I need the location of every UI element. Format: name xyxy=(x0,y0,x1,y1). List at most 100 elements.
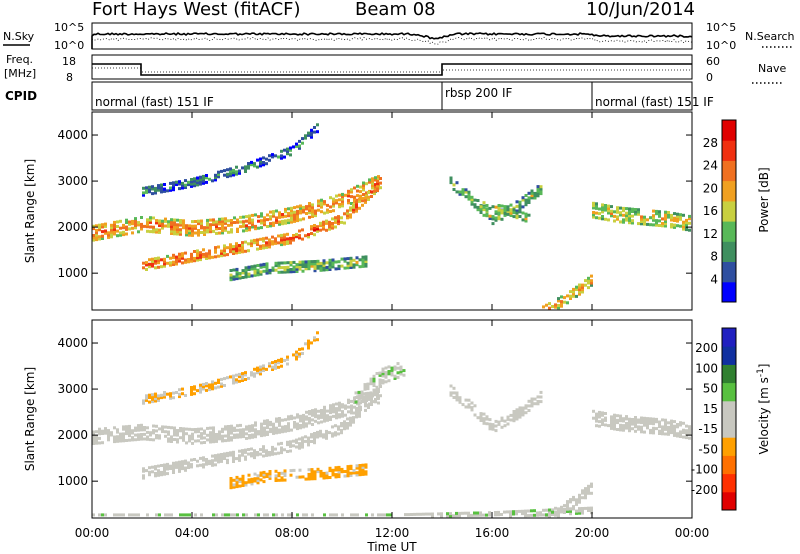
heatmap-cell xyxy=(482,213,486,217)
heatmap-cell xyxy=(113,225,116,229)
heatmap-cell xyxy=(304,267,308,271)
heatmap-cell xyxy=(308,412,311,416)
heatmap-cell xyxy=(616,208,619,212)
heatmap-cell xyxy=(224,427,227,431)
heatmap-cell xyxy=(371,181,374,185)
heatmap-cell xyxy=(206,230,209,234)
heatmap-cell xyxy=(310,468,314,472)
heatmap-cell xyxy=(284,418,287,422)
heatmap-cell xyxy=(367,396,370,400)
heatmap-cell xyxy=(298,437,301,441)
noise-panel: N.Sky 10^5 10^0 10^5 10^0 N.Search xyxy=(3,21,795,52)
heatmap-cell xyxy=(590,508,593,512)
heatmap-cell xyxy=(631,427,634,431)
heatmap-cell xyxy=(527,404,531,408)
heatmap-cell xyxy=(358,258,362,262)
heatmap-cell xyxy=(215,227,218,231)
heatmap-cell xyxy=(373,390,376,394)
heatmap-cell xyxy=(347,194,350,198)
heatmap-cell xyxy=(262,366,265,370)
heatmap-cell xyxy=(578,288,581,292)
heatmap-cell xyxy=(254,430,257,434)
heatmap-cell xyxy=(595,202,598,206)
heatmap-cell xyxy=(464,195,468,199)
heatmap-cell xyxy=(607,218,610,222)
heatmap-cell xyxy=(584,494,587,497)
heatmap-cell xyxy=(193,385,196,389)
heatmap-cell xyxy=(278,430,281,434)
heatmap-cell xyxy=(253,472,257,476)
heatmap-cell xyxy=(187,461,190,465)
heatmap-cell xyxy=(227,427,230,431)
heatmap-cell xyxy=(313,434,316,438)
heatmap-cell xyxy=(319,264,323,268)
heatmap-cell xyxy=(163,391,166,394)
heatmap-cell xyxy=(307,235,310,239)
heatmap-cell xyxy=(293,215,296,219)
heatmap-cell xyxy=(670,426,673,430)
heatmap-cell xyxy=(310,131,313,135)
heatmap-cell xyxy=(254,213,257,217)
heatmap-cell xyxy=(172,188,175,192)
heatmap-cell xyxy=(266,426,269,430)
heatmap-cell xyxy=(521,218,525,222)
heatmap-cell xyxy=(461,192,465,196)
heatmap-cell xyxy=(494,205,498,209)
heatmap-cell xyxy=(104,231,107,235)
heatmap-cell xyxy=(290,428,293,432)
heatmap-cell xyxy=(548,514,551,518)
heatmap-cell xyxy=(625,218,628,222)
heatmap-cell xyxy=(533,194,537,198)
heatmap-cell xyxy=(211,461,214,465)
heatmap-cell xyxy=(250,477,254,481)
heatmap-cell xyxy=(332,209,335,213)
heatmap-cell xyxy=(331,471,335,475)
heatmap-cell xyxy=(310,470,314,474)
heatmap-cell xyxy=(241,484,245,487)
y-tick-label: 2000 xyxy=(57,428,88,442)
heatmap-cell xyxy=(259,247,262,250)
heatmap-cell xyxy=(595,419,598,423)
heatmap-cell xyxy=(458,190,462,194)
heatmap-cell xyxy=(269,423,272,427)
heatmap-cell xyxy=(230,513,233,517)
heatmap-cell xyxy=(670,216,673,220)
heatmap-cell xyxy=(290,211,293,215)
heatmap-cell xyxy=(211,454,214,458)
heatmap-cell xyxy=(590,482,593,486)
heatmap-cell xyxy=(302,205,305,209)
heatmap-cell xyxy=(286,450,289,453)
heatmap-cell xyxy=(292,444,295,448)
heatmap-cell xyxy=(524,200,528,204)
heatmap-cell xyxy=(470,401,474,405)
heatmap-cell xyxy=(232,478,236,482)
heatmap-cell xyxy=(685,221,688,225)
heatmap-cell xyxy=(323,200,326,204)
heatmap-cell xyxy=(598,420,601,424)
heatmap-cell xyxy=(350,404,353,408)
heatmap-cell xyxy=(151,397,154,401)
heatmap-cell xyxy=(301,269,305,273)
heatmap-cell xyxy=(260,422,263,426)
heatmap-cell xyxy=(500,211,504,215)
heatmap-cell xyxy=(169,188,172,192)
heatmap-cell xyxy=(670,223,673,227)
heatmap-cell xyxy=(485,422,489,426)
heatmap-cell xyxy=(176,232,179,236)
heatmap-cell xyxy=(370,398,373,402)
heatmap-cell xyxy=(202,385,205,389)
heatmap-cell xyxy=(190,386,193,389)
heatmap-cell xyxy=(224,513,227,517)
heatmap-cell xyxy=(372,374,376,378)
heatmap-cell xyxy=(341,202,344,206)
heatmap-cell xyxy=(449,512,452,516)
heatmap-cell xyxy=(616,217,619,221)
heatmap-cell xyxy=(242,215,245,219)
heatmap-cell xyxy=(634,422,637,426)
heatmap-cell xyxy=(163,187,166,191)
heatmap-cell xyxy=(313,338,316,342)
heatmap-cell xyxy=(527,399,531,403)
heatmap-cell xyxy=(275,417,278,421)
heatmap-cell xyxy=(199,255,202,259)
heatmap-cell xyxy=(280,476,284,480)
